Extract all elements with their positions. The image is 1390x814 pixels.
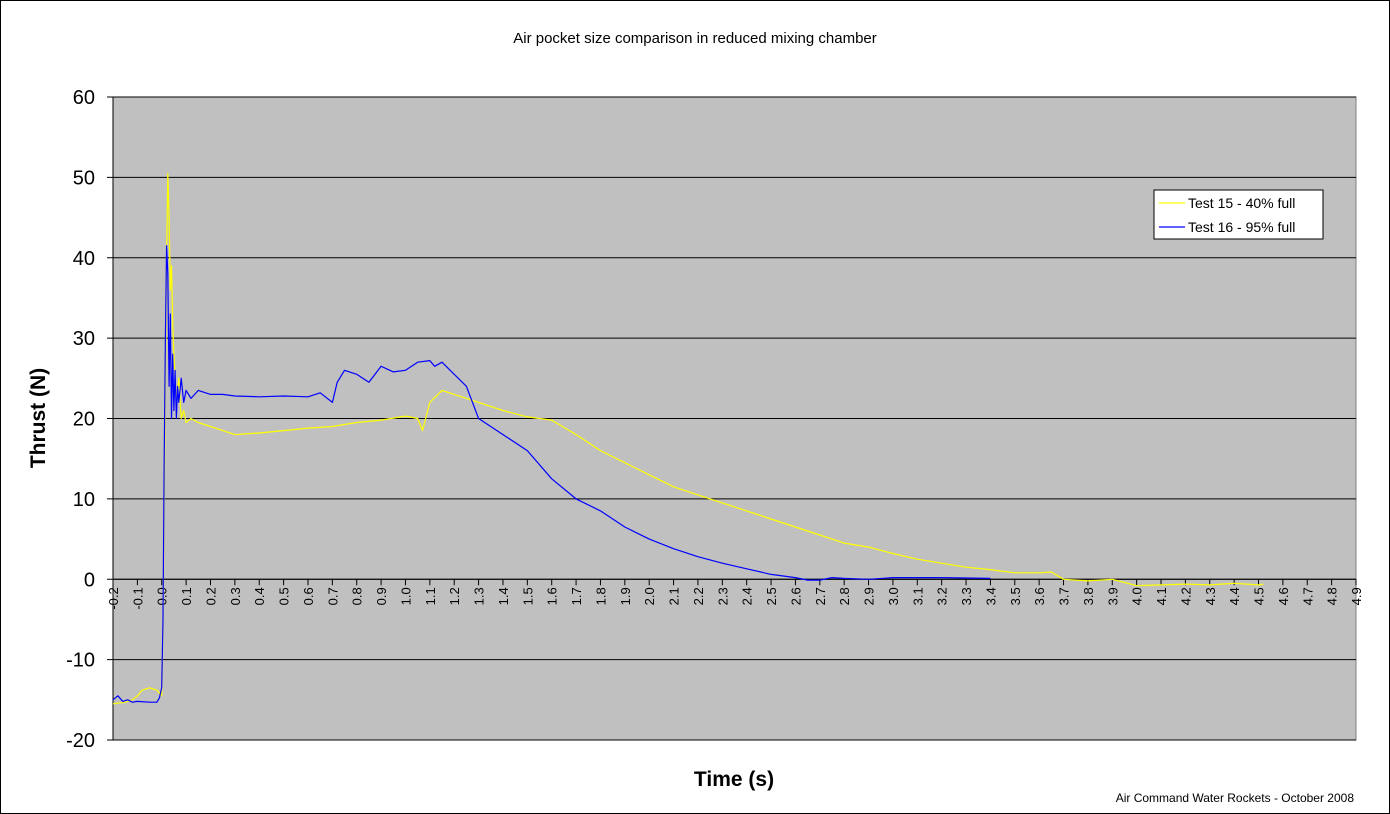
x-tick-label: 1.0: [398, 587, 413, 605]
x-tick-label: 0.9: [374, 587, 389, 605]
x-tick-label: 2.5: [764, 587, 779, 605]
series-line-test-15: [112, 172, 1264, 705]
credit-text: Air Command Water Rockets - October 2008: [1116, 791, 1355, 805]
x-tick-label: 2.6: [788, 587, 803, 605]
x-tick-label: 3.6: [1032, 587, 1047, 605]
x-tick-label: 0.6: [301, 587, 316, 605]
x-tick-label: 4.7: [1300, 587, 1315, 605]
x-tick-label: 4.9: [1349, 587, 1364, 605]
legend-box: [1153, 189, 1324, 240]
x-tick-label: 3.4: [983, 587, 998, 605]
y-tick-label: 30: [73, 328, 95, 350]
x-tick-label: 4.6: [1276, 587, 1291, 605]
x-tick-label: 4.3: [1203, 587, 1218, 605]
x-tick-label: 4.8: [1325, 587, 1340, 605]
x-tick-label: 3.1: [910, 587, 925, 605]
x-tick-label: 2.9: [862, 587, 877, 605]
x-tick-label: 4.4: [1227, 587, 1242, 605]
x-tick-label: 2.8: [837, 587, 852, 605]
x-tick-label: 0.7: [325, 587, 340, 605]
x-tick-label: 2.2: [691, 587, 706, 605]
x-tick-label: 1.3: [472, 587, 487, 605]
x-tick-label: -0.2: [106, 587, 121, 609]
y-tick-label: 40: [73, 248, 95, 270]
y-tick-label: 50: [73, 167, 95, 189]
x-tick-label: 1.7: [569, 587, 584, 605]
x-tick-label: 1.1: [423, 587, 438, 605]
x-tick-label: 3.9: [1105, 587, 1120, 605]
y-axis-label: Thrust (N): [27, 368, 50, 468]
x-axis: -0.2 -0.1 0.0 0.1 0.2 0.3 0.4 0.5 0.6 0.7 0.8 0.9 1.…: [106, 578, 1364, 610]
x-tick-label: 2.1: [667, 587, 682, 605]
x-tick-label: 1.5: [520, 587, 535, 605]
x-tick-label: 2.3: [715, 587, 730, 605]
x-tick-label: 4.5: [1252, 587, 1267, 605]
y-tick-label: 20: [73, 409, 95, 431]
x-tick-label: 3.2: [935, 587, 950, 605]
legend-label-test-16: Test 16 - 95% full: [1188, 219, 1295, 235]
series-lines: [112, 172, 1264, 705]
x-tick-label: 2.4: [740, 587, 755, 605]
x-tick-label: 0.1: [179, 587, 194, 605]
x-tick-label: 0.3: [228, 587, 243, 605]
x-tick-label: 0.2: [203, 587, 218, 605]
y-tick-label: 0: [84, 569, 95, 591]
x-tick-label: 4.0: [1130, 587, 1145, 605]
x-tick-label: 3.3: [959, 587, 974, 605]
x-tick-label: 1.8: [593, 587, 608, 605]
x-tick-label: 4.2: [1178, 587, 1193, 605]
x-tick-label: 0.5: [277, 587, 292, 605]
x-tick-label: 2.7: [813, 587, 828, 605]
y-tick-label: 60: [73, 87, 95, 109]
y-axis-tick-labels: -20 -10 0 10 20 30 40 50 60: [66, 87, 95, 752]
x-tick-label: 1.4: [496, 587, 511, 605]
x-tick-label: 3.5: [1008, 587, 1023, 605]
x-tick-label: 3.0: [886, 587, 901, 605]
legend-label-test-15: Test 15 - 40% full: [1188, 195, 1295, 211]
x-tick-label: 1.2: [447, 587, 462, 605]
x-tick-label: 4.1: [1154, 587, 1169, 605]
legend: Test 15 - 40% full Test 16 - 95% full: [1153, 189, 1324, 240]
x-tick-label: 1.6: [545, 587, 560, 605]
chart-title: Air pocket size comparison in reduced mi…: [513, 30, 877, 47]
x-tick-label: 0.4: [252, 587, 267, 605]
series-line-test-16: [112, 245, 991, 703]
y-tick-label: -10: [66, 650, 95, 672]
x-tick-label: -0.1: [130, 587, 145, 609]
x-axis-label: Time (s): [694, 768, 774, 791]
x-tick-label: 0.0: [155, 587, 170, 605]
x-tick-label: 0.8: [350, 587, 365, 605]
y-tick-label: 10: [73, 489, 95, 511]
x-tick-label: 1.9: [618, 587, 633, 605]
x-tick-label: 3.7: [1057, 587, 1072, 605]
y-tick-label: -20: [66, 730, 95, 752]
x-tick-label: 2.0: [642, 587, 657, 605]
x-tick-label: 3.8: [1081, 587, 1096, 605]
